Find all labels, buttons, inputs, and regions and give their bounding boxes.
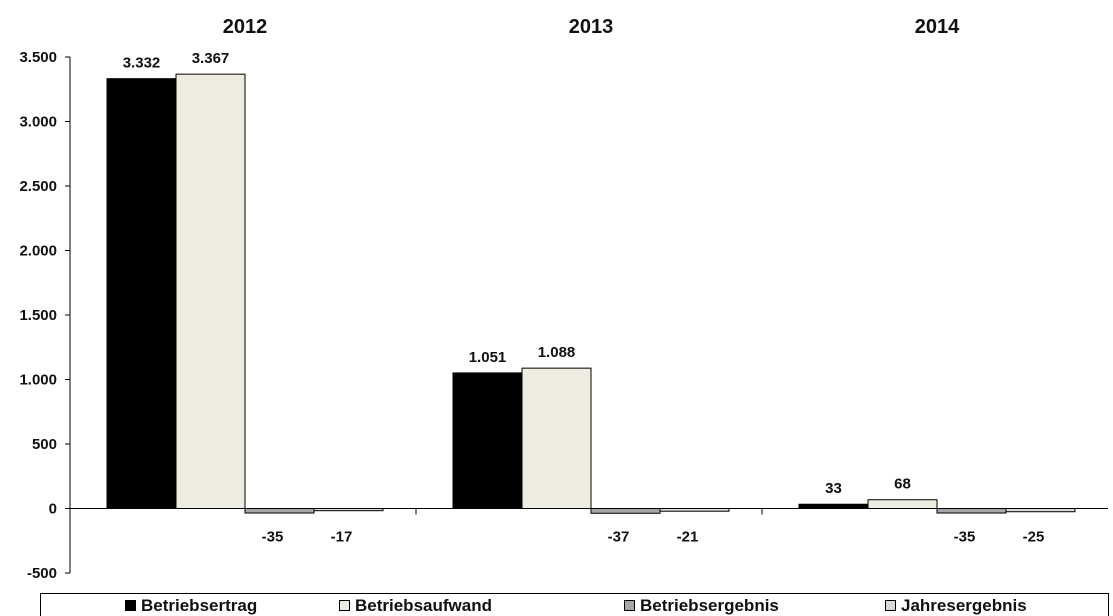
y-tick-label: 1.000 — [19, 372, 57, 389]
legend-label: Betriebsertrag — [141, 595, 258, 615]
y-tick-label: 0 — [49, 501, 57, 518]
data-label: -17 — [331, 529, 353, 546]
legend-swatch — [885, 600, 896, 611]
data-labels: 3.332 1.051 33 3.367 1.088 68 -35 -37 -35 -17 -21 -… — [123, 50, 1045, 545]
category-label-2013: 2013 — [569, 16, 614, 38]
data-label: 1.051 — [469, 349, 507, 366]
y-tick-label: 1.500 — [19, 307, 57, 324]
legend: Betriebsertrag Betriebsaufwand Betriebse… — [40, 593, 1109, 616]
data-label: -35 — [262, 529, 284, 546]
data-label: 33 — [825, 480, 842, 497]
y-tick-label: 2.000 — [19, 243, 57, 260]
bar-betriebsaufwand-2014 — [867, 499, 938, 509]
data-label: -35 — [954, 529, 976, 546]
data-label: -37 — [608, 529, 630, 546]
bars — [106, 73, 1076, 514]
legend-item-betriebsaufwand: Betriebsaufwand — [339, 595, 492, 616]
bar-betriebsergebnis-2014 — [936, 508, 1007, 514]
data-label: 68 — [894, 476, 911, 493]
legend-swatch — [125, 600, 136, 611]
legend-label: Betriebsergebnis — [640, 595, 779, 615]
y-tick-label: 3.500 — [19, 49, 57, 66]
legend-item-betriebsergebnis: Betriebsergebnis — [624, 595, 779, 616]
category-label-2012: 2012 — [223, 16, 268, 38]
bar-betriebsertrag-2012 — [106, 78, 177, 509]
legend-item-jahresergebnis: Jahresergebnis — [885, 595, 1027, 616]
legend-item-betriebsertrag: Betriebsertrag — [125, 595, 257, 616]
legend-swatch — [624, 600, 635, 611]
category-label-2014: 2014 — [915, 16, 960, 38]
bar-betriebsertrag-2013 — [452, 372, 523, 509]
y-tick-label: 3.000 — [19, 114, 57, 131]
category-labels: 2012 2013 2014 — [223, 16, 960, 38]
data-label: 1.088 — [538, 344, 576, 361]
bar-betriebsertrag-2014 — [798, 503, 869, 510]
legend-label: Betriebsaufwand — [355, 595, 492, 615]
data-label: -25 — [1023, 529, 1045, 546]
bar-betriebsergebnis-2013 — [590, 508, 661, 514]
x-axis — [70, 508, 1108, 515]
data-label: -21 — [677, 529, 699, 546]
bar-betriebsergebnis-2012 — [244, 508, 315, 514]
bar-betriebsaufwand-2013 — [521, 367, 592, 510]
y-tick-label: 2.500 — [19, 178, 57, 195]
data-label: 3.332 — [123, 55, 161, 72]
data-label: 3.367 — [192, 50, 230, 67]
legend-label: Jahresergebnis — [901, 595, 1027, 615]
bar-betriebsaufwand-2012 — [175, 73, 246, 509]
y-tick-label: 500 — [32, 436, 57, 453]
legend-swatch — [339, 600, 350, 611]
y-axis: -500 0 500 1.000 1.500 2.000 2.500 3.000 3.500 — [19, 49, 71, 582]
y-tick-label: -500 — [27, 565, 57, 582]
